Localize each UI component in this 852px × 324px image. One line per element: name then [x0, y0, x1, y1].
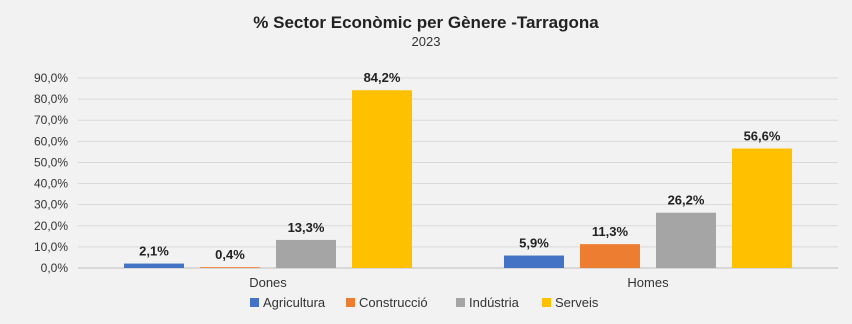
legend-swatch-serveis	[542, 298, 551, 307]
legend-swatch-indústria	[456, 298, 465, 307]
data-label: 0,4%	[215, 247, 245, 262]
y-tick-label: 40,0%	[34, 177, 68, 191]
bar-construcció-homes	[580, 244, 640, 268]
data-label: 13,3%	[288, 220, 325, 235]
y-tick-label: 60,0%	[34, 134, 68, 148]
y-tick-label: 20,0%	[34, 219, 68, 233]
legend-label-agricultura: Agricultura	[263, 295, 326, 310]
y-tick-label: 30,0%	[34, 198, 68, 212]
bar-agricultura-dones	[124, 263, 184, 268]
y-tick-label: 80,0%	[34, 92, 68, 106]
legend-swatch-construcció	[346, 298, 355, 307]
legend-swatch-agricultura	[250, 298, 259, 307]
legend-label-serveis: Serveis	[555, 295, 599, 310]
bar-indústria-homes	[656, 212, 716, 268]
bar-serveis-homes	[732, 148, 792, 268]
y-tick-label: 0,0%	[41, 261, 69, 275]
chart-title: % Sector Econòmic per Gènere -Tarragona	[253, 13, 599, 32]
bar-indústria-dones	[276, 239, 336, 268]
category-label-dones: Dones	[249, 275, 287, 290]
data-label: 56,6%	[744, 129, 781, 144]
data-label: 84,2%	[364, 70, 401, 85]
y-tick-label: 50,0%	[34, 155, 68, 169]
category-label-homes: Homes	[627, 275, 669, 290]
data-label: 26,2%	[668, 193, 705, 208]
legend-label-indústria: Indústria	[469, 295, 520, 310]
y-tick-label: 70,0%	[34, 113, 68, 127]
legend-label-construcció: Construcció	[359, 295, 428, 310]
chart-subtitle: 2023	[411, 34, 441, 49]
data-label: 5,9%	[519, 236, 549, 251]
data-label: 2,1%	[139, 244, 169, 259]
bar-construcció-dones	[200, 267, 260, 268]
bar-agricultura-homes	[504, 255, 564, 268]
data-label: 11,3%	[592, 224, 629, 239]
bar-serveis-dones	[352, 90, 412, 268]
y-tick-label: 10,0%	[34, 240, 68, 254]
y-tick-label: 90,0%	[34, 71, 68, 85]
